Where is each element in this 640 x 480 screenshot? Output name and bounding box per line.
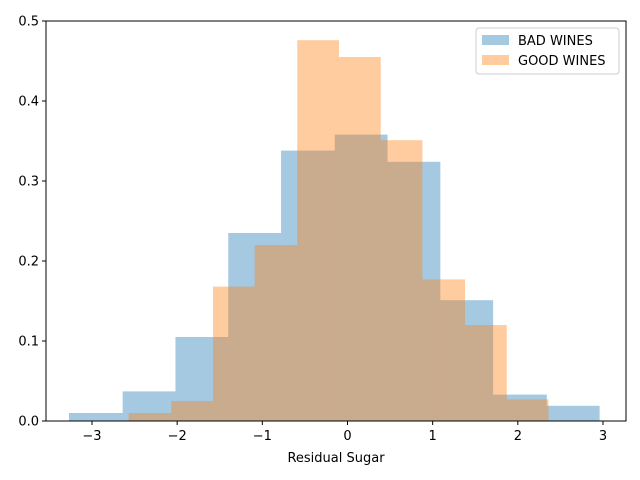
y-tick-label: 0.4 (18, 95, 39, 110)
y-tick-label: 0.2 (18, 255, 39, 270)
bar-series-0-bin-9 (546, 405, 600, 421)
bar-series-1-bin-3 (254, 245, 298, 421)
bar-series-1-bin-2 (212, 286, 255, 421)
legend: BAD WINES GOOD WINES (475, 27, 620, 75)
bar-series-1-bin-6 (380, 140, 423, 421)
y-tick-label: 0.1 (18, 335, 39, 350)
bar-series-0-bin-2 (175, 337, 229, 421)
bar-series-1-bin-8 (465, 325, 507, 421)
x-tick-label: 3 (599, 429, 607, 444)
bar-series-1-bin-0 (128, 413, 172, 421)
histogram-bars (68, 40, 600, 422)
bar-series-0-bin-8 (493, 394, 547, 421)
y-axis: 0.0 0.1 0.2 0.3 0.4 0.5 (18, 15, 46, 430)
x-tick-label: 1 (429, 429, 437, 444)
bar-series-0-bin-0 (68, 413, 123, 421)
x-tick-label: −3 (82, 429, 101, 444)
legend-label: GOOD WINES (518, 54, 606, 69)
plot-frame (45, 20, 627, 422)
bar-series-0-bin-5 (334, 134, 388, 421)
bar-series-1-bin-1 (171, 401, 213, 421)
bar-series-1-bin-7 (422, 279, 466, 421)
legend-swatch (482, 35, 509, 45)
legend-swatch (482, 55, 509, 65)
x-tick-label: −2 (168, 429, 187, 444)
bar-series-0-bin-7 (440, 300, 494, 421)
bar-series-0-bin-1 (122, 391, 176, 421)
y-tick-label: 0.3 (18, 175, 39, 190)
bar-series-1-bin-9 (506, 399, 549, 421)
legend-box (475, 27, 620, 75)
bar-series-1-bin-5 (338, 57, 381, 421)
x-axis-label: Residual Sugar (287, 451, 385, 466)
x-tick-label: 0 (343, 429, 351, 444)
y-tick-label: 0.5 (18, 15, 39, 30)
bar-series-0-bin-4 (281, 150, 335, 421)
x-tick-label: −1 (253, 429, 272, 444)
legend-label: BAD WINES (518, 34, 593, 49)
bar-series-1-bin-4 (297, 40, 339, 421)
x-tick-label: 2 (514, 429, 522, 444)
bar-series-0-bin-6 (387, 161, 441, 422)
bar-series-0-bin-3 (228, 233, 282, 421)
y-tick-label: 0.0 (18, 415, 39, 430)
x-axis: −3 −2 −1 0 1 2 3 (82, 421, 607, 444)
